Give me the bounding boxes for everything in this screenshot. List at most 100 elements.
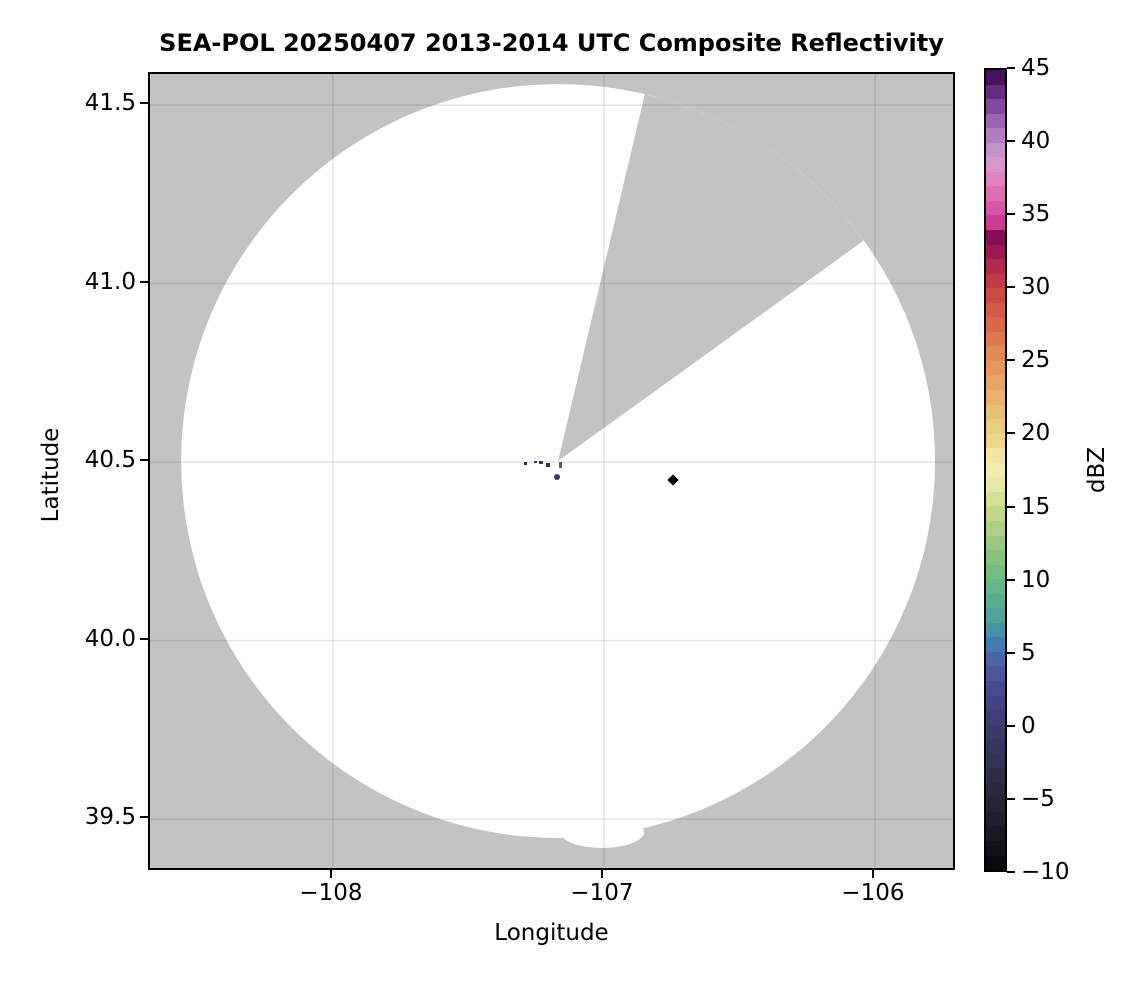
colorbar-band (986, 506, 1005, 521)
colorbar-tick-mark (1007, 140, 1015, 143)
y-tick-mark (140, 280, 148, 283)
colorbar-band (986, 142, 1005, 158)
colorbar-band (986, 288, 1005, 303)
colorbar-tick-label: 45 (1021, 55, 1051, 81)
colorbar-band (986, 782, 1005, 798)
colorbar-band (986, 360, 1005, 376)
colorbar-band (986, 535, 1005, 551)
y-tick-label: 41.5 (84, 90, 136, 117)
colorbar-tick-mark (1007, 797, 1015, 800)
colorbar-tick-label: 5 (1021, 639, 1036, 666)
y-tick-label: 40.5 (84, 447, 136, 474)
y-tick-label: 40.0 (84, 625, 136, 652)
y-tick-mark (140, 637, 148, 640)
colorbar-tick-mark (1007, 67, 1015, 69)
reflectivity-echo (558, 461, 562, 468)
colorbar-tick-label: 10 (1021, 566, 1051, 593)
y-tick-label: 41.0 (84, 268, 136, 295)
colorbar-band (986, 215, 1005, 231)
plot-area (148, 72, 955, 870)
x-tick-mark (329, 870, 332, 878)
colorbar-band (986, 608, 1005, 623)
colorbar-tick-mark (1007, 359, 1015, 362)
colorbar-band (986, 404, 1005, 420)
colorbar-band (986, 186, 1005, 201)
colorbar-band (986, 477, 1005, 492)
colorbar (984, 68, 1007, 872)
colorbar-tick-mark (1007, 432, 1015, 435)
colorbar-band (986, 433, 1005, 449)
colorbar-band (986, 390, 1005, 405)
colorbar-band (986, 724, 1005, 740)
colorbar-band (986, 520, 1005, 536)
colorbar-band (986, 230, 1005, 245)
colorbar-band (986, 259, 1005, 274)
colorbar-band (986, 695, 1005, 711)
colorbar-band (986, 157, 1005, 172)
x-tick-mark (871, 870, 874, 878)
colorbar-tick-label: 30 (1021, 274, 1051, 301)
colorbar-label: dBZ (1084, 446, 1110, 494)
colorbar-band (986, 797, 1005, 812)
colorbar-tick-label: 20 (1021, 420, 1051, 447)
colorbar-tick-mark (1007, 286, 1015, 289)
colorbar-band (986, 84, 1005, 100)
colorbar-band (986, 244, 1005, 260)
reflectivity-echo (539, 460, 544, 464)
colorbar-band (986, 666, 1005, 681)
colorbar-band (986, 462, 1005, 478)
colorbar-band (986, 593, 1005, 609)
colorbar-band (986, 550, 1005, 565)
reflectivity-echo (554, 474, 561, 481)
colorbar-band (986, 579, 1005, 594)
colorbar-tick-mark (1007, 651, 1015, 654)
colorbar-band (986, 637, 1005, 652)
colorbar-band (986, 651, 1005, 667)
y-tick-mark (140, 459, 148, 462)
reflectivity-echo (533, 461, 537, 464)
colorbar-band (986, 739, 1005, 754)
x-tick-label: −108 (299, 880, 363, 906)
colorbar-tick-mark (1007, 505, 1015, 508)
colorbar-band (986, 346, 1005, 361)
colorbar-band (986, 622, 1005, 638)
blocked-sector-wedge (558, 94, 864, 462)
colorbar-band (986, 375, 1005, 391)
colorbar-band (986, 70, 1005, 85)
colorbar-tick-label: 35 (1021, 201, 1051, 228)
colorbar-band (986, 564, 1005, 580)
colorbar-band (986, 768, 1005, 783)
x-tick-label: −106 (841, 880, 905, 906)
y-tick-label: 39.5 (84, 804, 136, 831)
x-tick-label: −107 (570, 880, 634, 906)
colorbar-tick-label: 15 (1021, 493, 1051, 520)
colorbar-band (986, 99, 1005, 114)
colorbar-tick-mark (1007, 871, 1015, 873)
colorbar-band (986, 811, 1005, 827)
colorbar-band (986, 840, 1005, 856)
coverage-south-fringe (560, 815, 645, 848)
colorbar-tick-label: 40 (1021, 128, 1051, 155)
reflectivity-echo (524, 462, 528, 466)
colorbar-band (986, 200, 1005, 216)
colorbar-band (986, 171, 1005, 187)
colorbar-band (986, 448, 1005, 463)
y-tick-mark (140, 816, 148, 819)
colorbar-band (986, 491, 1005, 507)
colorbar-tick-mark (1007, 724, 1015, 727)
colorbar-band (986, 317, 1005, 332)
colorbar-band (986, 113, 1005, 129)
colorbar-tick-mark (1007, 578, 1015, 581)
colorbar-tick-label: −10 (1021, 859, 1070, 885)
colorbar-band (986, 855, 1005, 871)
y-tick-mark (140, 102, 148, 105)
radar-coverage-map (150, 74, 953, 868)
x-axis-label: Longitude (494, 920, 609, 946)
colorbar-band (986, 419, 1005, 434)
colorbar-band (986, 331, 1005, 347)
x-tick-mark (600, 870, 603, 878)
y-axis-label: Latitude (38, 427, 64, 523)
colorbar-tick-label: −5 (1021, 785, 1055, 812)
colorbar-band (986, 128, 1005, 143)
colorbar-band (986, 302, 1005, 318)
